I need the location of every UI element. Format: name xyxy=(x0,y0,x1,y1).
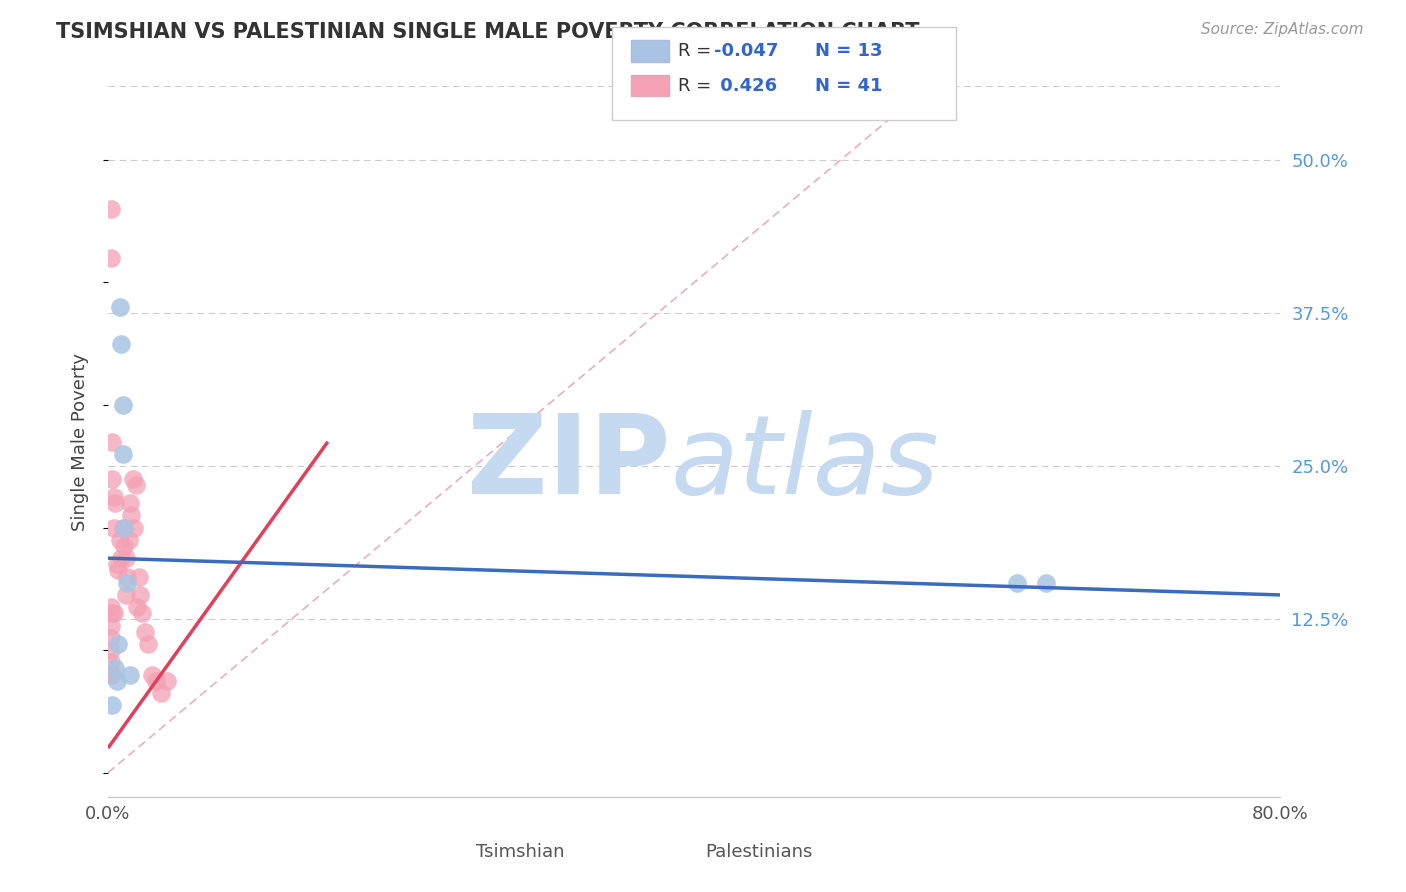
Point xyxy=(105,558,128,572)
Point xyxy=(103,607,125,621)
Point xyxy=(115,575,138,590)
Point xyxy=(129,588,152,602)
Point xyxy=(115,569,138,583)
Point xyxy=(100,618,122,632)
Text: N = 13: N = 13 xyxy=(815,42,883,60)
Point xyxy=(100,656,122,670)
Point xyxy=(103,520,125,534)
Point xyxy=(1005,575,1028,590)
Point xyxy=(110,551,132,566)
Point xyxy=(100,202,122,216)
Point xyxy=(107,563,129,577)
Point xyxy=(127,600,149,615)
Point xyxy=(141,667,163,681)
Point xyxy=(111,520,134,534)
Point xyxy=(145,673,167,688)
Point xyxy=(117,533,139,547)
Point xyxy=(114,551,136,566)
Point xyxy=(101,667,124,681)
Point xyxy=(101,698,124,713)
Text: Tsimshian: Tsimshian xyxy=(477,843,564,861)
Point xyxy=(101,434,124,449)
Point xyxy=(105,673,128,688)
Text: Palestinians: Palestinians xyxy=(706,843,813,861)
Point xyxy=(100,600,122,615)
Point xyxy=(100,643,122,657)
Point xyxy=(101,471,124,485)
Point xyxy=(104,496,127,510)
Point xyxy=(155,673,177,688)
Point xyxy=(111,447,134,461)
Point xyxy=(110,336,132,351)
Point xyxy=(100,667,122,681)
Text: N = 41: N = 41 xyxy=(815,77,883,95)
Text: ZIP: ZIP xyxy=(467,409,671,516)
Point xyxy=(118,496,141,510)
Point xyxy=(111,398,134,412)
Y-axis label: Single Male Poverty: Single Male Poverty xyxy=(72,352,89,531)
Text: Source: ZipAtlas.com: Source: ZipAtlas.com xyxy=(1201,22,1364,37)
Point xyxy=(118,667,141,681)
Point xyxy=(134,624,156,639)
Point xyxy=(125,477,148,491)
Text: atlas: atlas xyxy=(671,409,939,516)
Point xyxy=(100,631,122,645)
Point xyxy=(108,300,131,314)
Text: R =: R = xyxy=(678,42,717,60)
Text: -0.047: -0.047 xyxy=(714,42,779,60)
Point xyxy=(103,490,125,504)
Point xyxy=(124,520,146,534)
Point xyxy=(114,588,136,602)
Point xyxy=(1035,575,1057,590)
Point xyxy=(149,686,172,700)
Text: 0.426: 0.426 xyxy=(714,77,778,95)
Point xyxy=(120,508,142,523)
Point xyxy=(108,533,131,547)
Point xyxy=(107,637,129,651)
Point xyxy=(128,569,150,583)
Point xyxy=(122,471,145,485)
Point xyxy=(100,251,122,265)
Point xyxy=(104,661,127,675)
Text: TSIMSHIAN VS PALESTINIAN SINGLE MALE POVERTY CORRELATION CHART: TSIMSHIAN VS PALESTINIAN SINGLE MALE POV… xyxy=(56,22,920,42)
Text: R =: R = xyxy=(678,77,717,95)
Point xyxy=(112,539,135,553)
Point xyxy=(101,607,124,621)
Point xyxy=(131,607,153,621)
Point xyxy=(136,637,159,651)
Point xyxy=(112,520,135,534)
